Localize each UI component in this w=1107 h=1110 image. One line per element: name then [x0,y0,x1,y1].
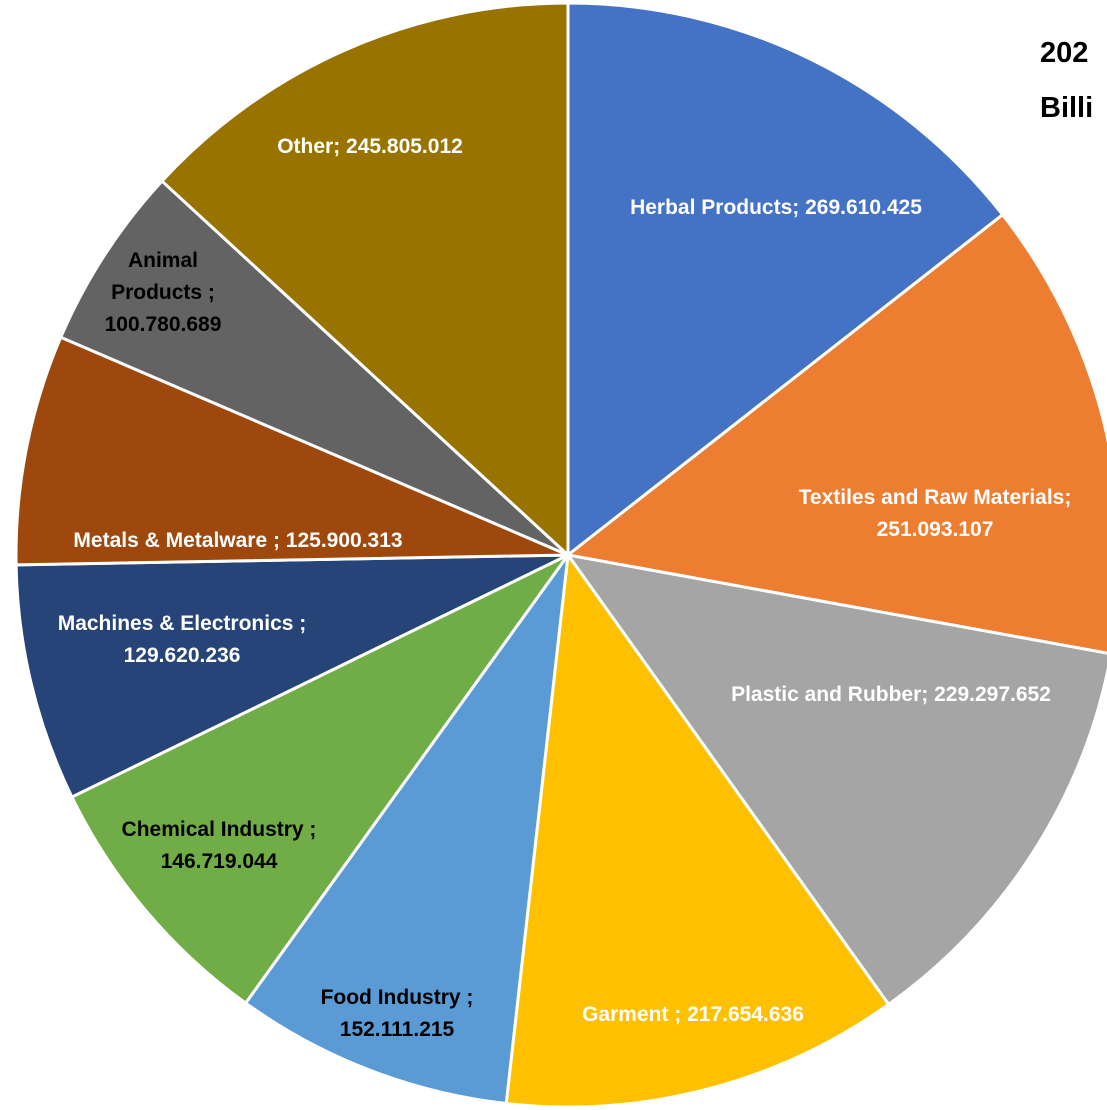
data-label-food-industry: Food Industry ; 152.111.215 [321,986,474,1041]
data-label-herbal-products: Herbal Products; 269.610.425 [630,196,922,219]
data-label-line: Metals & Metalware ; 125.900.313 [73,529,402,552]
data-label-line: Products ; [111,281,215,304]
data-label-line: 146.719.044 [161,850,278,873]
data-label-chemical-industry: Chemical Industry ; 146.719.044 [122,818,317,873]
data-label-textiles-and-raw-materials: Textiles and Raw Materials; 251.093.107 [799,486,1072,541]
data-label-line: Machines & Electronics ; [58,612,307,635]
data-label-line: Garment ; 217.654.636 [582,1003,804,1026]
data-label-line: 129.620.236 [124,644,241,667]
pie-slice-other [160,1,570,557]
pie-slice-animal-products [59,179,570,557]
pie-slice-herbal-products [566,1,1005,557]
data-label-line: Animal [128,249,198,272]
data-label-line: Chemical Industry ; [122,818,317,841]
data-label-line: Textiles and Raw Materials; [799,486,1072,509]
chart-title: 202 Billi [1040,37,1093,124]
data-label-line: 100.780.689 [105,313,222,336]
pie-labels: Herbal Products; 269.610.425 Textiles and… [58,135,1072,1041]
data-label-plastic-and-rubber: Plastic and Rubber; 229.297.652 [731,683,1051,706]
data-label-line: Other; 245.805.012 [277,135,463,158]
data-label-line: 152.111.215 [340,1018,455,1041]
data-label-animal-products: Animal Products ; 100.780.689 [105,249,222,336]
data-label-line: Herbal Products; 269.610.425 [630,196,922,219]
data-label-metals-metalware: Metals & Metalware ; 125.900.313 [73,529,402,552]
pie-slice-garment [504,553,891,1109]
pie-slice-metals-metalware [14,335,570,567]
pie-slices [14,1,1107,1109]
data-label-line: 251.093.107 [877,518,994,541]
chart-title-line-2: Billi [1040,92,1093,124]
data-label-machines-electronics: Machines & Electronics ; 129.620.236 [58,612,307,667]
data-label-line: Food Industry ; [321,986,474,1009]
pie-slice-textiles-and-raw-materials [566,213,1107,655]
data-label-other: Other; 245.805.012 [277,135,463,158]
data-label-garment: Garment ; 217.654.636 [582,1003,804,1026]
pie-slice-machines-electronics [14,553,570,799]
chart-title-line-1: 202 [1040,37,1088,69]
pie-slice-food-industry [244,553,570,1106]
data-label-line: Plastic and Rubber; 229.297.652 [731,683,1051,706]
pie-slice-chemical-industry [70,553,570,1005]
pie-slice-plastic-and-rubber [566,553,1107,1006]
